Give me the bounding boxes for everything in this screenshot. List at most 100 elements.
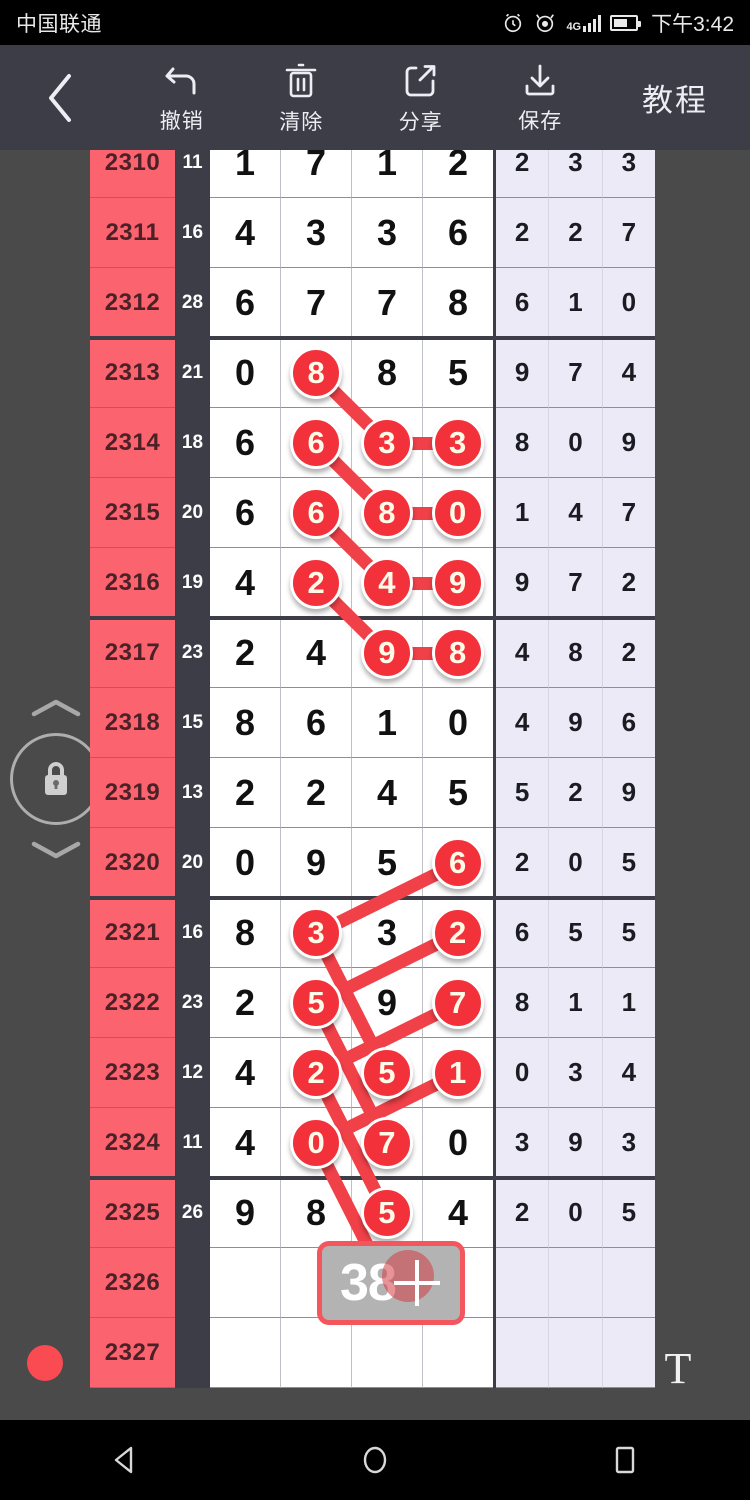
save-button[interactable]: 保存 (481, 45, 601, 150)
digit-cell[interactable]: 0 (423, 1108, 493, 1178)
side-digit-cell[interactable]: 7 (602, 478, 655, 548)
digit-cell[interactable]: 0 (423, 688, 493, 758)
side-digit-cell[interactable]: 5 (496, 758, 550, 828)
side-digit-cell[interactable]: 5 (602, 898, 655, 968)
side-digit-cell[interactable] (602, 1248, 655, 1318)
digit-cell[interactable]: 1 (352, 688, 423, 758)
table-row[interactable]: 2321 16 8 3 3 2 6 5 5 (90, 896, 655, 968)
digit-cell[interactable] (423, 1248, 493, 1318)
side-digit-cell[interactable]: 4 (602, 1038, 655, 1108)
digit-cell[interactable]: 2 (210, 968, 281, 1038)
table-row[interactable]: 2318 15 8 6 1 0 4 9 6 (90, 688, 655, 758)
side-digit-cell[interactable]: 1 (549, 268, 603, 338)
side-digit-cell[interactable]: 4 (602, 338, 655, 408)
side-digit-cell[interactable]: 7 (602, 198, 655, 268)
side-digit-cell[interactable]: 9 (496, 338, 550, 408)
digit-cell[interactable]: 5 (352, 1038, 423, 1108)
side-digit-cell[interactable]: 6 (496, 268, 550, 338)
side-digit-cell[interactable]: 2 (602, 548, 655, 618)
digit-cell[interactable]: 2 (210, 758, 281, 828)
side-digit-cell[interactable] (496, 1248, 550, 1318)
digit-cell[interactable]: 5 (281, 968, 352, 1038)
side-digit-cell[interactable]: 4 (496, 688, 550, 758)
side-digit-cell[interactable]: 1 (496, 478, 550, 548)
digit-cell[interactable]: 2 (281, 758, 352, 828)
side-digit-cell[interactable]: 3 (496, 1108, 550, 1178)
side-digit-cell[interactable]: 2 (496, 150, 550, 198)
digit-cell[interactable]: 6 (423, 828, 493, 898)
digit-cell[interactable]: 9 (281, 828, 352, 898)
table-row[interactable]: 2317 23 2 4 9 8 4 8 2 (90, 616, 655, 688)
side-digit-cell[interactable]: 2 (496, 1178, 550, 1248)
side-digit-cell[interactable]: 3 (602, 150, 655, 198)
digit-cell[interactable]: 8 (423, 618, 493, 688)
table-row[interactable]: 2324 11 4 0 7 0 3 9 3 (90, 1108, 655, 1178)
digit-cell[interactable]: 7 (352, 268, 423, 338)
side-digit-cell[interactable]: 9 (602, 758, 655, 828)
digit-cell[interactable]: 0 (210, 828, 281, 898)
side-digit-cell[interactable]: 3 (549, 1038, 603, 1108)
digit-cell[interactable]: 0 (423, 478, 493, 548)
digit-cell[interactable]: 7 (281, 150, 352, 198)
digit-cell[interactable]: 4 (281, 618, 352, 688)
share-button[interactable]: 分享 (361, 45, 481, 150)
table-row[interactable]: 2312 28 6 7 7 8 6 1 0 (90, 268, 655, 338)
digit-cell[interactable]: 8 (281, 1178, 352, 1248)
digit-cell[interactable]: 8 (210, 898, 281, 968)
side-digit-cell[interactable]: 8 (496, 408, 550, 478)
digit-cell[interactable]: 8 (210, 688, 281, 758)
side-digit-cell[interactable]: 1 (602, 968, 655, 1038)
side-digit-cell[interactable]: 2 (496, 828, 550, 898)
digit-cell[interactable]: 6 (281, 408, 352, 478)
side-digit-cell[interactable]: 7 (549, 338, 603, 408)
digit-cell[interactable]: 7 (352, 1108, 423, 1178)
digit-cell[interactable]: 2 (281, 548, 352, 618)
record-dot-button[interactable] (27, 1345, 63, 1381)
digit-cell[interactable]: 3 (352, 898, 423, 968)
lock-button[interactable] (10, 733, 102, 825)
table-row[interactable]: 2310 11 1 7 1 2 2 3 3 (90, 150, 655, 198)
side-digit-cell[interactable]: 9 (496, 548, 550, 618)
side-digit-cell[interactable]: 3 (549, 150, 603, 198)
digit-cell[interactable]: 6 (281, 478, 352, 548)
side-digit-cell[interactable]: 7 (549, 548, 603, 618)
digit-cell[interactable]: 1 (423, 1038, 493, 1108)
table-row[interactable]: 2314 18 6 6 3 3 8 0 9 (90, 408, 655, 478)
digit-cell[interactable]: 8 (352, 478, 423, 548)
digit-cell[interactable] (281, 1248, 352, 1318)
tutorial-button[interactable]: 教程 (642, 83, 708, 118)
table-row[interactable]: 2313 21 0 8 8 5 9 7 4 (90, 336, 655, 408)
digit-cell[interactable]: 5 (423, 338, 493, 408)
side-digit-cell[interactable]: 6 (496, 898, 550, 968)
digit-cell[interactable]: 6 (210, 478, 281, 548)
digit-cell[interactable]: 2 (281, 1038, 352, 1108)
table-row[interactable]: 2311 16 4 3 3 6 2 2 7 (90, 198, 655, 268)
digit-cell[interactable]: 9 (352, 968, 423, 1038)
digit-cell[interactable]: 2 (423, 150, 493, 198)
digit-cell[interactable] (210, 1248, 281, 1318)
digit-cell[interactable] (281, 1318, 352, 1388)
side-digit-cell[interactable] (602, 1318, 655, 1388)
digit-cell[interactable]: 9 (423, 548, 493, 618)
side-digit-cell[interactable]: 4 (549, 478, 603, 548)
digit-cell[interactable]: 6 (210, 268, 281, 338)
nav-recents-button[interactable] (565, 1430, 685, 1490)
digit-cell[interactable]: 0 (210, 338, 281, 408)
digit-cell[interactable]: 8 (352, 338, 423, 408)
digit-cell[interactable]: 1 (210, 150, 281, 198)
digit-cell[interactable]: 6 (281, 688, 352, 758)
digit-cell[interactable]: 5 (352, 1178, 423, 1248)
side-digit-cell[interactable]: 0 (496, 1038, 550, 1108)
digit-cell[interactable]: 7 (423, 968, 493, 1038)
digit-cell[interactable]: 3 (423, 408, 493, 478)
clear-button[interactable]: 清除 (242, 45, 362, 150)
side-digit-cell[interactable]: 2 (549, 758, 603, 828)
side-digit-cell[interactable]: 0 (602, 268, 655, 338)
side-digit-cell[interactable]: 4 (496, 618, 550, 688)
nav-home-button[interactable] (315, 1430, 435, 1490)
table-row[interactable]: 2322 23 2 5 9 7 8 1 1 (90, 968, 655, 1038)
chevron-down-icon[interactable] (28, 837, 84, 863)
digit-cell[interactable]: 4 (352, 758, 423, 828)
digit-cell[interactable]: 0 (281, 1108, 352, 1178)
table-row[interactable]: 2320 20 0 9 5 6 2 0 5 (90, 828, 655, 898)
